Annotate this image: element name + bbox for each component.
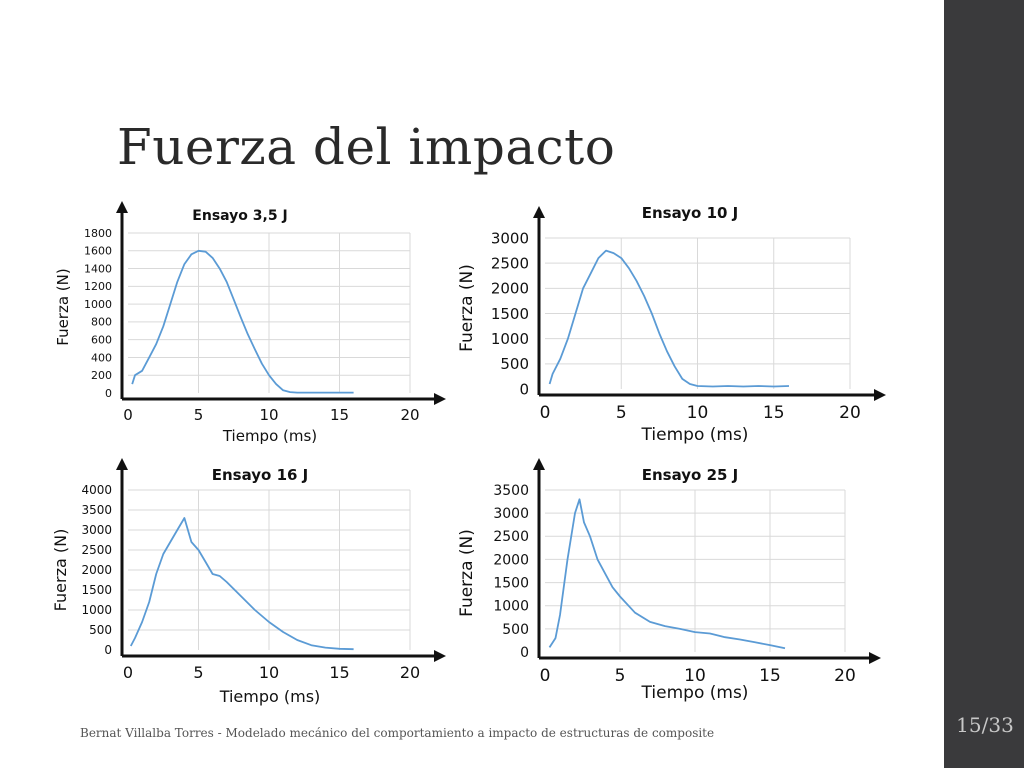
axes bbox=[533, 458, 881, 664]
chart-ensayo-16j: 0 500 1000 1500 2000 2500 3000 3500 4000 0 5 10 15 20… bbox=[51, 458, 446, 706]
y-axis-arrow bbox=[533, 458, 545, 470]
x-tick-label: 0 bbox=[540, 666, 551, 686]
x-tick-label: 10 bbox=[684, 666, 706, 686]
y-tick-label: 1000 bbox=[84, 298, 112, 311]
x-axis-label: Tiempo (ms) bbox=[641, 683, 749, 703]
x-tick-label: 20 bbox=[839, 403, 861, 423]
y-tick-label: 0 bbox=[519, 380, 529, 398]
chart-title: Ensayo 25 J bbox=[642, 466, 739, 484]
y-tick-label: 500 bbox=[502, 622, 529, 638]
page-number: 15/33 bbox=[956, 713, 1014, 737]
gridlines bbox=[545, 237, 851, 389]
y-tick-label: 2500 bbox=[493, 529, 529, 545]
series-line bbox=[131, 249, 354, 394]
y-axis-label: Fuerza (N) bbox=[54, 268, 72, 345]
x-tick-label: 15 bbox=[759, 666, 781, 686]
x-axis-arrow bbox=[434, 393, 446, 405]
y-tick-label: 2500 bbox=[491, 254, 529, 272]
y-tick-label: 500 bbox=[89, 623, 112, 637]
y-tick-label: 1000 bbox=[491, 330, 529, 348]
chart-title: Ensayo 3,5 J bbox=[192, 208, 287, 224]
x-tick-label: 5 bbox=[194, 406, 204, 424]
y-tick-label: 1200 bbox=[84, 280, 112, 293]
y-tick-label: 800 bbox=[91, 316, 112, 329]
y-tick-label: 1000 bbox=[81, 603, 112, 617]
y-axis-label: Fuerza (N) bbox=[51, 529, 70, 612]
x-tick-label: 20 bbox=[400, 663, 420, 682]
chart-title: Ensayo 10 J bbox=[642, 204, 739, 222]
x-tick-label: 15 bbox=[763, 403, 785, 423]
y-tick-label: 1600 bbox=[84, 245, 112, 258]
y-tick-label: 200 bbox=[91, 369, 112, 382]
series-line bbox=[548, 249, 790, 388]
y-axis-arrow bbox=[116, 458, 128, 470]
series-line bbox=[130, 517, 354, 651]
y-tick-label: 2000 bbox=[491, 280, 529, 298]
x-tick-label: 20 bbox=[400, 406, 419, 424]
gridlines bbox=[128, 489, 411, 650]
chart-ensayo-10j: 0 500 1000 1500 2000 2500 3000 0 5 10 15 20 Ensayo 1… bbox=[457, 204, 886, 445]
y-tick-label: 2000 bbox=[81, 563, 112, 577]
y-tick-label: 3500 bbox=[81, 503, 112, 517]
y-axis-label: Fuerza (N) bbox=[457, 529, 477, 617]
y-axis-arrow bbox=[533, 206, 545, 218]
x-tick-label: 0 bbox=[540, 403, 551, 423]
gridlines bbox=[545, 489, 846, 652]
sidebar-band bbox=[944, 0, 1024, 768]
y-tick-label: 3000 bbox=[81, 523, 112, 537]
y-tick-label: 1000 bbox=[493, 599, 529, 615]
y-tick-label: 0 bbox=[520, 645, 529, 661]
chart-title: Ensayo 16 J bbox=[212, 466, 309, 484]
y-tick-label: 4000 bbox=[81, 483, 112, 497]
x-tick-label: 10 bbox=[259, 663, 279, 682]
x-axis-label: Tiempo (ms) bbox=[222, 427, 317, 445]
x-tick-label: 5 bbox=[615, 666, 626, 686]
y-tick-label: 1500 bbox=[81, 583, 112, 597]
y-axis-label: Fuerza (N) bbox=[457, 264, 477, 352]
y-tick-label: 1400 bbox=[84, 262, 112, 275]
x-tick-label: 15 bbox=[329, 663, 349, 682]
slide-title: Fuerza del impacto bbox=[117, 118, 616, 176]
y-tick-label: 600 bbox=[91, 334, 112, 347]
chart-ensayo-25j: 0 500 1000 1500 2000 2500 3000 3500 0 5 10 15 20 Ensa… bbox=[457, 458, 881, 703]
y-tick-label: 1800 bbox=[84, 227, 112, 240]
x-axis-arrow bbox=[434, 650, 446, 662]
chart-ensayo-3-5j: 0 200 400 600 800 1000 1200 1400 1600 1800 0 5 10 15 2… bbox=[54, 201, 446, 445]
x-tick-label: 10 bbox=[687, 403, 709, 423]
y-tick-label: 1500 bbox=[491, 305, 529, 323]
x-tick-label: 20 bbox=[834, 666, 856, 686]
x-tick-label: 15 bbox=[330, 406, 349, 424]
axes bbox=[116, 201, 446, 405]
y-tick-label: 400 bbox=[91, 351, 112, 364]
axes bbox=[533, 206, 886, 401]
x-tick-label: 5 bbox=[193, 663, 203, 682]
x-tick-label: 10 bbox=[259, 406, 278, 424]
y-tick-label: 2500 bbox=[81, 543, 112, 557]
x-axis-label: Tiempo (ms) bbox=[219, 687, 321, 706]
y-tick-label: 0 bbox=[104, 643, 112, 657]
y-axis-arrow bbox=[116, 201, 128, 213]
y-tick-label: 3500 bbox=[493, 483, 529, 499]
axes bbox=[116, 458, 446, 662]
y-tick-label: 3000 bbox=[493, 506, 529, 522]
series-line bbox=[548, 498, 786, 650]
x-axis-arrow bbox=[869, 652, 881, 664]
x-tick-label: 5 bbox=[616, 403, 627, 423]
x-axis-label: Tiempo (ms) bbox=[641, 425, 749, 445]
y-tick-label: 500 bbox=[500, 355, 529, 373]
x-tick-label: 0 bbox=[123, 406, 133, 424]
x-axis-arrow bbox=[874, 389, 886, 401]
x-tick-label: 0 bbox=[123, 663, 133, 682]
y-tick-label: 3000 bbox=[491, 229, 529, 247]
y-tick-label: 1500 bbox=[493, 575, 529, 591]
footer-text: Bernat Villalba Torres - Modelado mecáni… bbox=[80, 726, 715, 740]
gridlines bbox=[128, 232, 411, 393]
y-tick-label: 2000 bbox=[493, 552, 529, 568]
y-tick-label: 0 bbox=[105, 387, 112, 400]
